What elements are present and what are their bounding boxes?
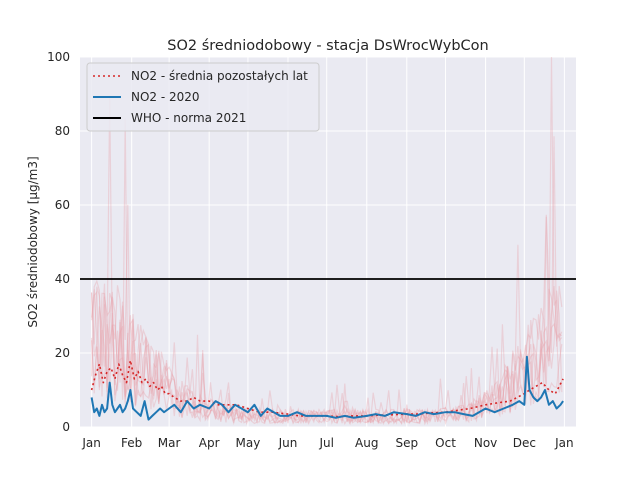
x-tick-label: Dec: [513, 436, 536, 450]
series-lines: [80, 278, 576, 421]
chart-title: SO2 średniodobowy - stacja DsWrocWybCon: [167, 38, 488, 54]
x-tick-label: Nov: [474, 436, 497, 450]
legend: NO2 - średnia pozostałych lat NO2 - 2020…: [86, 62, 320, 132]
x-tick-label: Feb: [121, 436, 142, 450]
other-year-line: [91, 288, 563, 425]
x-tick-label: Aug: [355, 436, 378, 450]
year-2020-line: [90, 355, 564, 421]
x-tick-label: Jul: [318, 436, 333, 450]
y-tick-label: 60: [55, 198, 70, 212]
y-tick-label: 0: [62, 420, 70, 434]
legend-label-2020: NO2 - 2020: [131, 90, 200, 104]
x-tick-label: Jun: [278, 436, 298, 450]
x-tick-label: Apr: [199, 436, 220, 450]
other-year-line: [91, 118, 563, 425]
x-tick-label: Sep: [395, 436, 418, 450]
y-tick-label: 40: [55, 272, 70, 286]
legend-label-who: WHO - norma 2021: [131, 111, 246, 125]
legend-box: [86, 62, 320, 132]
other-year-line: [91, 56, 563, 426]
mean-other-years-line: [90, 359, 564, 418]
y-tick-label: 20: [55, 346, 70, 360]
x-tick-label: Oct: [435, 436, 456, 450]
x-tick-label: Jan: [81, 436, 101, 450]
legend-label-mean: NO2 - średnia pozostałych lat: [131, 69, 308, 83]
x-tick-labels: Jan Feb Mar Apr May Jun Jul Aug Sep Oct Nov Dec Jan: [81, 436, 573, 450]
y-tick-label: 80: [55, 124, 70, 138]
x-tick-label: Mar: [158, 436, 181, 450]
other-year-line: [91, 95, 563, 426]
y-tick-label: 100: [47, 50, 70, 64]
y-axis-label: SO2 średniodobowy [µg/m3]: [26, 156, 40, 327]
y-tick-labels: 0 20 40 60 80 100: [47, 50, 70, 434]
x-tick-label: May: [236, 436, 261, 450]
other-year-line: [91, 283, 563, 425]
x-tick-label: Jan: [554, 436, 574, 450]
other-year-line: [91, 290, 563, 426]
other-years-lines: [91, 56, 563, 426]
